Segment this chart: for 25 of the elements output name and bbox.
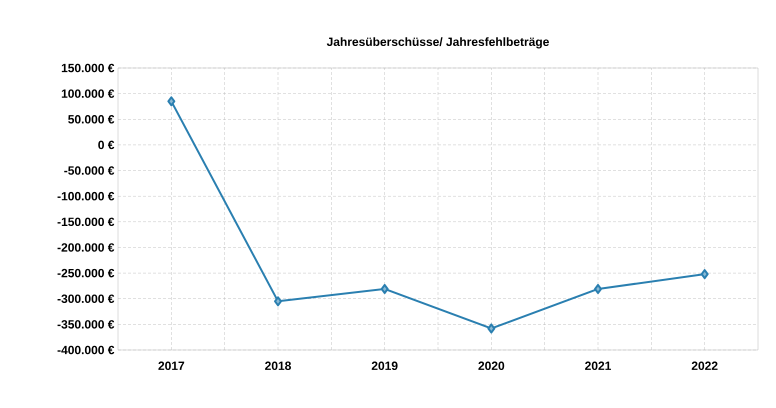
point	[487, 323, 496, 334]
chart-title: Jahresüberschüsse/ Jahresfehlbeträge	[326, 37, 549, 48]
x-tick-label: 2017	[158, 362, 184, 370]
point	[700, 269, 709, 280]
y-tick-label: 50.000 €	[68, 115, 114, 124]
y-tick-label: -100.000 €	[58, 192, 114, 200]
y-tick-label: -350.000 €	[58, 320, 114, 329]
x-tick-label: 2019	[372, 362, 398, 370]
y-tick-label: -150.000 €	[58, 218, 114, 226]
point	[380, 284, 389, 294]
point	[594, 284, 602, 294]
y-tick-label: -400.000 €	[58, 346, 114, 354]
y-tick-label: 0 €	[98, 140, 114, 150]
x-tick-label: 2022	[692, 362, 718, 370]
point	[274, 296, 282, 306]
y-tick-label: 150.000 €	[62, 64, 114, 72]
y-tick-label: -250.000 €	[58, 268, 114, 278]
x-tick-label: 2018	[265, 362, 291, 370]
x-tick-label: 2020	[478, 362, 504, 370]
y-tick-label: -200.000 €	[58, 243, 114, 252]
point	[167, 96, 176, 106]
y-tick-label: 100.000 €	[62, 89, 114, 98]
y-tick-label: -50.000 €	[64, 166, 114, 175]
x-tick-label: 2021	[585, 362, 612, 370]
y-tick-label: -300.000 €	[58, 294, 114, 303]
